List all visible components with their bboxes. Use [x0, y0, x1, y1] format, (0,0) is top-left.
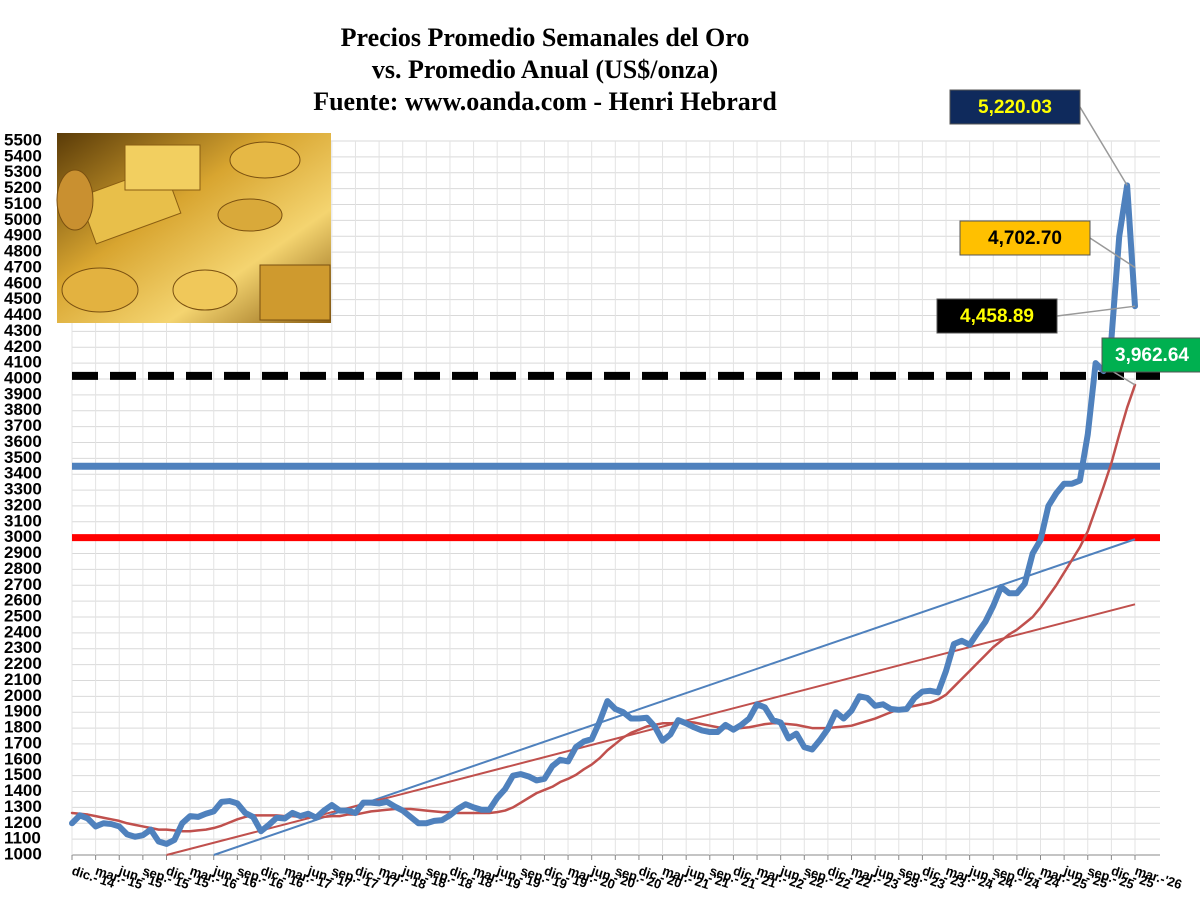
y-tick-label: 1400 [4, 781, 42, 800]
y-tick-label: 2500 [4, 606, 42, 625]
y-tick-label: 1100 [4, 829, 41, 848]
annotation-leader [1089, 237, 1136, 269]
y-tick-label: 1300 [4, 797, 42, 816]
titles: Precios Promedio Semanales del Oro vs. Pr… [313, 23, 777, 116]
y-tick-label: 5300 [4, 162, 42, 181]
y-tick-label: 1900 [4, 702, 42, 721]
annotation-box [936, 298, 1058, 334]
coin [61, 267, 139, 313]
coin [172, 269, 238, 311]
annotation-label: 4,458.89 [960, 306, 1034, 327]
coin [56, 169, 94, 231]
y-tick-label: 3400 [4, 464, 42, 483]
y-tick-label: 2600 [4, 591, 42, 610]
y-tick-label: 4700 [4, 257, 42, 276]
y-tick-label: 3500 [4, 448, 42, 467]
y-tick-label: 4200 [4, 337, 42, 356]
gold-bar [124, 144, 201, 191]
y-tick-label: 3700 [4, 416, 42, 435]
y-tick-label: 5400 [4, 146, 42, 165]
y-tick-label: 3200 [4, 495, 42, 514]
y-tick-label: 2800 [4, 559, 42, 578]
y-tick-label: 2300 [4, 638, 42, 657]
y-tick-label: 4000 [4, 368, 42, 387]
y-tick-label: 2100 [4, 670, 42, 689]
y-tick-label: 4800 [4, 242, 42, 261]
y-tick-label: 2700 [4, 575, 42, 594]
y-tick-label: 4100 [4, 353, 42, 372]
y-tick-label: 5000 [4, 210, 42, 229]
annotation-box [959, 220, 1091, 256]
y-tick-label: 2200 [4, 654, 42, 673]
y-tick-label: 4900 [4, 226, 42, 245]
annotation-label: 4,702.70 [988, 228, 1062, 249]
annotation-box [949, 89, 1081, 125]
coin [217, 198, 283, 232]
y-tick-label: 4500 [4, 289, 42, 308]
annotation-label: 3,962.64 [1115, 345, 1189, 366]
y-tick-label: 5500 [4, 130, 42, 149]
annotation-box [1101, 337, 1200, 373]
y-tick-label: 3100 [4, 511, 42, 530]
chart-title: Fuente: www.oanda.com - Henri Hebrard [313, 87, 777, 116]
y-tick-label: 1200 [4, 813, 42, 832]
y-tick-label: 3900 [4, 384, 42, 403]
plot: 5,220.03 4,702.70 4,458.89 3,962.64 [69, 89, 1200, 856]
trend-line [166, 603, 1136, 856]
y-tick-label: 3000 [4, 527, 42, 546]
y-tick-label: 2400 [4, 622, 42, 641]
annotation-leader [1079, 106, 1128, 186]
y-tick-label: 1800 [4, 718, 42, 737]
y-tick-label: 2900 [4, 543, 42, 562]
y-tick-label: 4600 [4, 273, 42, 292]
y-tick-label: 1000 [4, 844, 42, 863]
series-line [69, 182, 1138, 847]
y-tick-label: 2000 [4, 686, 42, 705]
y-tick-label: 1500 [4, 765, 42, 784]
chart-title: Precios Promedio Semanales del Oro [341, 23, 750, 52]
y-tick-label: 1600 [4, 749, 42, 768]
coin [229, 141, 301, 179]
y-tick-label: 5200 [4, 178, 42, 197]
gold-picture [56, 133, 331, 323]
gold-bar [259, 264, 331, 321]
y-tick-label: 5100 [4, 194, 42, 213]
y-tick-label: 3600 [4, 432, 42, 451]
y-tick-label: 1700 [4, 733, 42, 752]
y-tick-label: 3300 [4, 480, 42, 499]
y-tick-label: 4400 [4, 305, 42, 324]
annotation-leader [1056, 305, 1136, 317]
chart-title: vs. Promedio Anual (US$/onza) [372, 55, 718, 84]
y-tick-label: 3800 [4, 400, 42, 419]
y-tick-label: 4300 [4, 321, 42, 340]
annotation-label: 5,220.03 [978, 97, 1052, 118]
annotation-leader [1111, 370, 1136, 386]
